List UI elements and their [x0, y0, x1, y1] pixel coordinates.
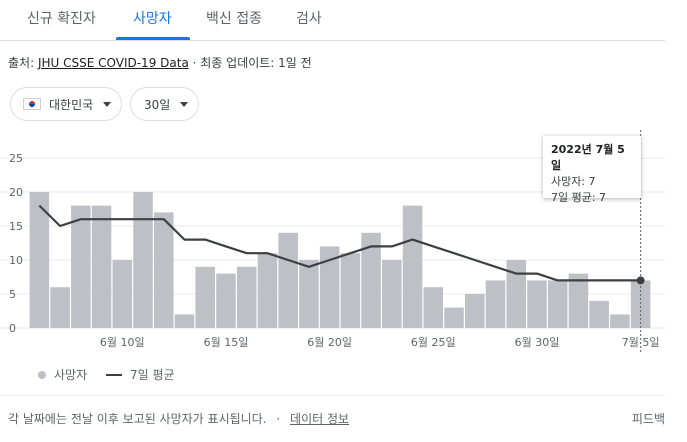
bar	[174, 314, 195, 328]
bar	[29, 192, 50, 328]
y-tick-label: 15	[9, 220, 23, 233]
tab-new-cases[interactable]: 신규 확진자	[27, 11, 96, 27]
chevron-down-icon	[103, 101, 112, 107]
legend-deaths: 사망자	[38, 366, 87, 383]
chevron-down-icon	[180, 101, 189, 107]
bar	[589, 300, 609, 328]
legend-bar-swatch	[38, 370, 46, 379]
y-tick-label: 0	[9, 322, 16, 335]
bar	[278, 232, 298, 328]
source-line: 출처: JHU CSSE COVID-19 Data · 최종 업데이트: 1일…	[8, 54, 312, 71]
bar	[568, 273, 589, 328]
bar	[236, 266, 257, 328]
x-tick-label: 6월 25일	[411, 335, 456, 349]
x-tick-label: 6월 30일	[515, 335, 560, 349]
bar	[71, 205, 91, 328]
active-tab-indicator	[116, 37, 190, 40]
footer-note: 각 날짜에는 전날 이후 보고된 사망자가 표시됩니다.	[8, 412, 267, 426]
feedback-link[interactable]: 피드백	[631, 412, 665, 426]
deaths-chart[interactable]: 0 5 10 15 20 25 6월 10일 6월 15일 6월 20일 6월 25일 6월 30일…	[0, 130, 687, 366]
average-line	[38, 204, 641, 282]
legend-deaths-label: 사망자	[54, 368, 88, 382]
x-tick-label: 6월 15일	[204, 335, 249, 349]
range-dropdown[interactable]: 30일	[130, 87, 199, 121]
tab-vaccinations[interactable]: 백신 접종	[206, 11, 262, 27]
bar	[610, 314, 630, 328]
bar	[547, 280, 568, 328]
bar	[506, 260, 526, 328]
bar	[423, 287, 444, 328]
bar	[299, 260, 319, 328]
bar	[361, 232, 381, 328]
bar	[465, 294, 485, 328]
y-tick-label: 25	[9, 152, 23, 165]
chart-tooltip: 2022년 7월 5일 사망자: 7 7일 평균: 7	[543, 136, 641, 204]
source-prefix: 출처:	[8, 56, 35, 70]
bar	[319, 246, 340, 328]
bar	[444, 307, 464, 328]
y-tick-label: 20	[9, 186, 23, 199]
tab-testing[interactable]: 검사	[296, 11, 322, 27]
tooltip-average: 7일 평균: 7	[551, 191, 607, 204]
bar	[382, 260, 402, 328]
tooltip-deaths: 사망자: 7	[551, 175, 596, 188]
bar	[50, 287, 70, 328]
bar	[216, 273, 236, 328]
bar	[195, 266, 215, 328]
bar	[402, 205, 423, 328]
x-tick-label: 6월 20일	[307, 335, 352, 349]
region-label: 대한민국	[49, 97, 94, 112]
footer-note-line: 각 날짜에는 전날 이후 보고된 사망자가 표시됩니다. · 데이터 정보	[8, 410, 349, 427]
footer-divider	[0, 395, 665, 396]
tab-bar: 신규 확진자 사망자 백신 접종 검사	[0, 0, 665, 41]
y-tick-label: 10	[9, 254, 23, 267]
last-updated: · 최종 업데이트: 1일 전	[192, 56, 312, 70]
bar	[91, 205, 112, 328]
tab-deaths[interactable]: 사망자	[133, 11, 172, 27]
legend-average: 7일 평균	[106, 366, 175, 383]
bar	[630, 280, 651, 328]
legend-line-swatch	[106, 373, 122, 376]
highlight-point	[636, 276, 645, 285]
about-data-link[interactable]: 데이터 정보	[290, 412, 350, 426]
tooltip-date: 2022년 7월 5일	[551, 143, 625, 172]
footer-separator: ·	[276, 412, 281, 426]
bar	[340, 253, 361, 328]
range-label: 30일	[144, 97, 171, 112]
bar	[527, 280, 547, 328]
legend-average-label: 7일 평균	[130, 368, 175, 382]
bar	[112, 260, 133, 328]
bar	[154, 212, 174, 328]
source-link[interactable]: JHU CSSE COVID-19 Data	[37, 56, 189, 70]
y-tick-label: 5	[9, 288, 16, 301]
x-tick-label: 6월 10일	[100, 335, 145, 349]
korea-flag-icon	[23, 98, 41, 110]
bar	[133, 192, 153, 328]
bar	[257, 253, 278, 328]
bar	[485, 280, 506, 328]
region-dropdown[interactable]: 대한민국	[10, 87, 122, 121]
